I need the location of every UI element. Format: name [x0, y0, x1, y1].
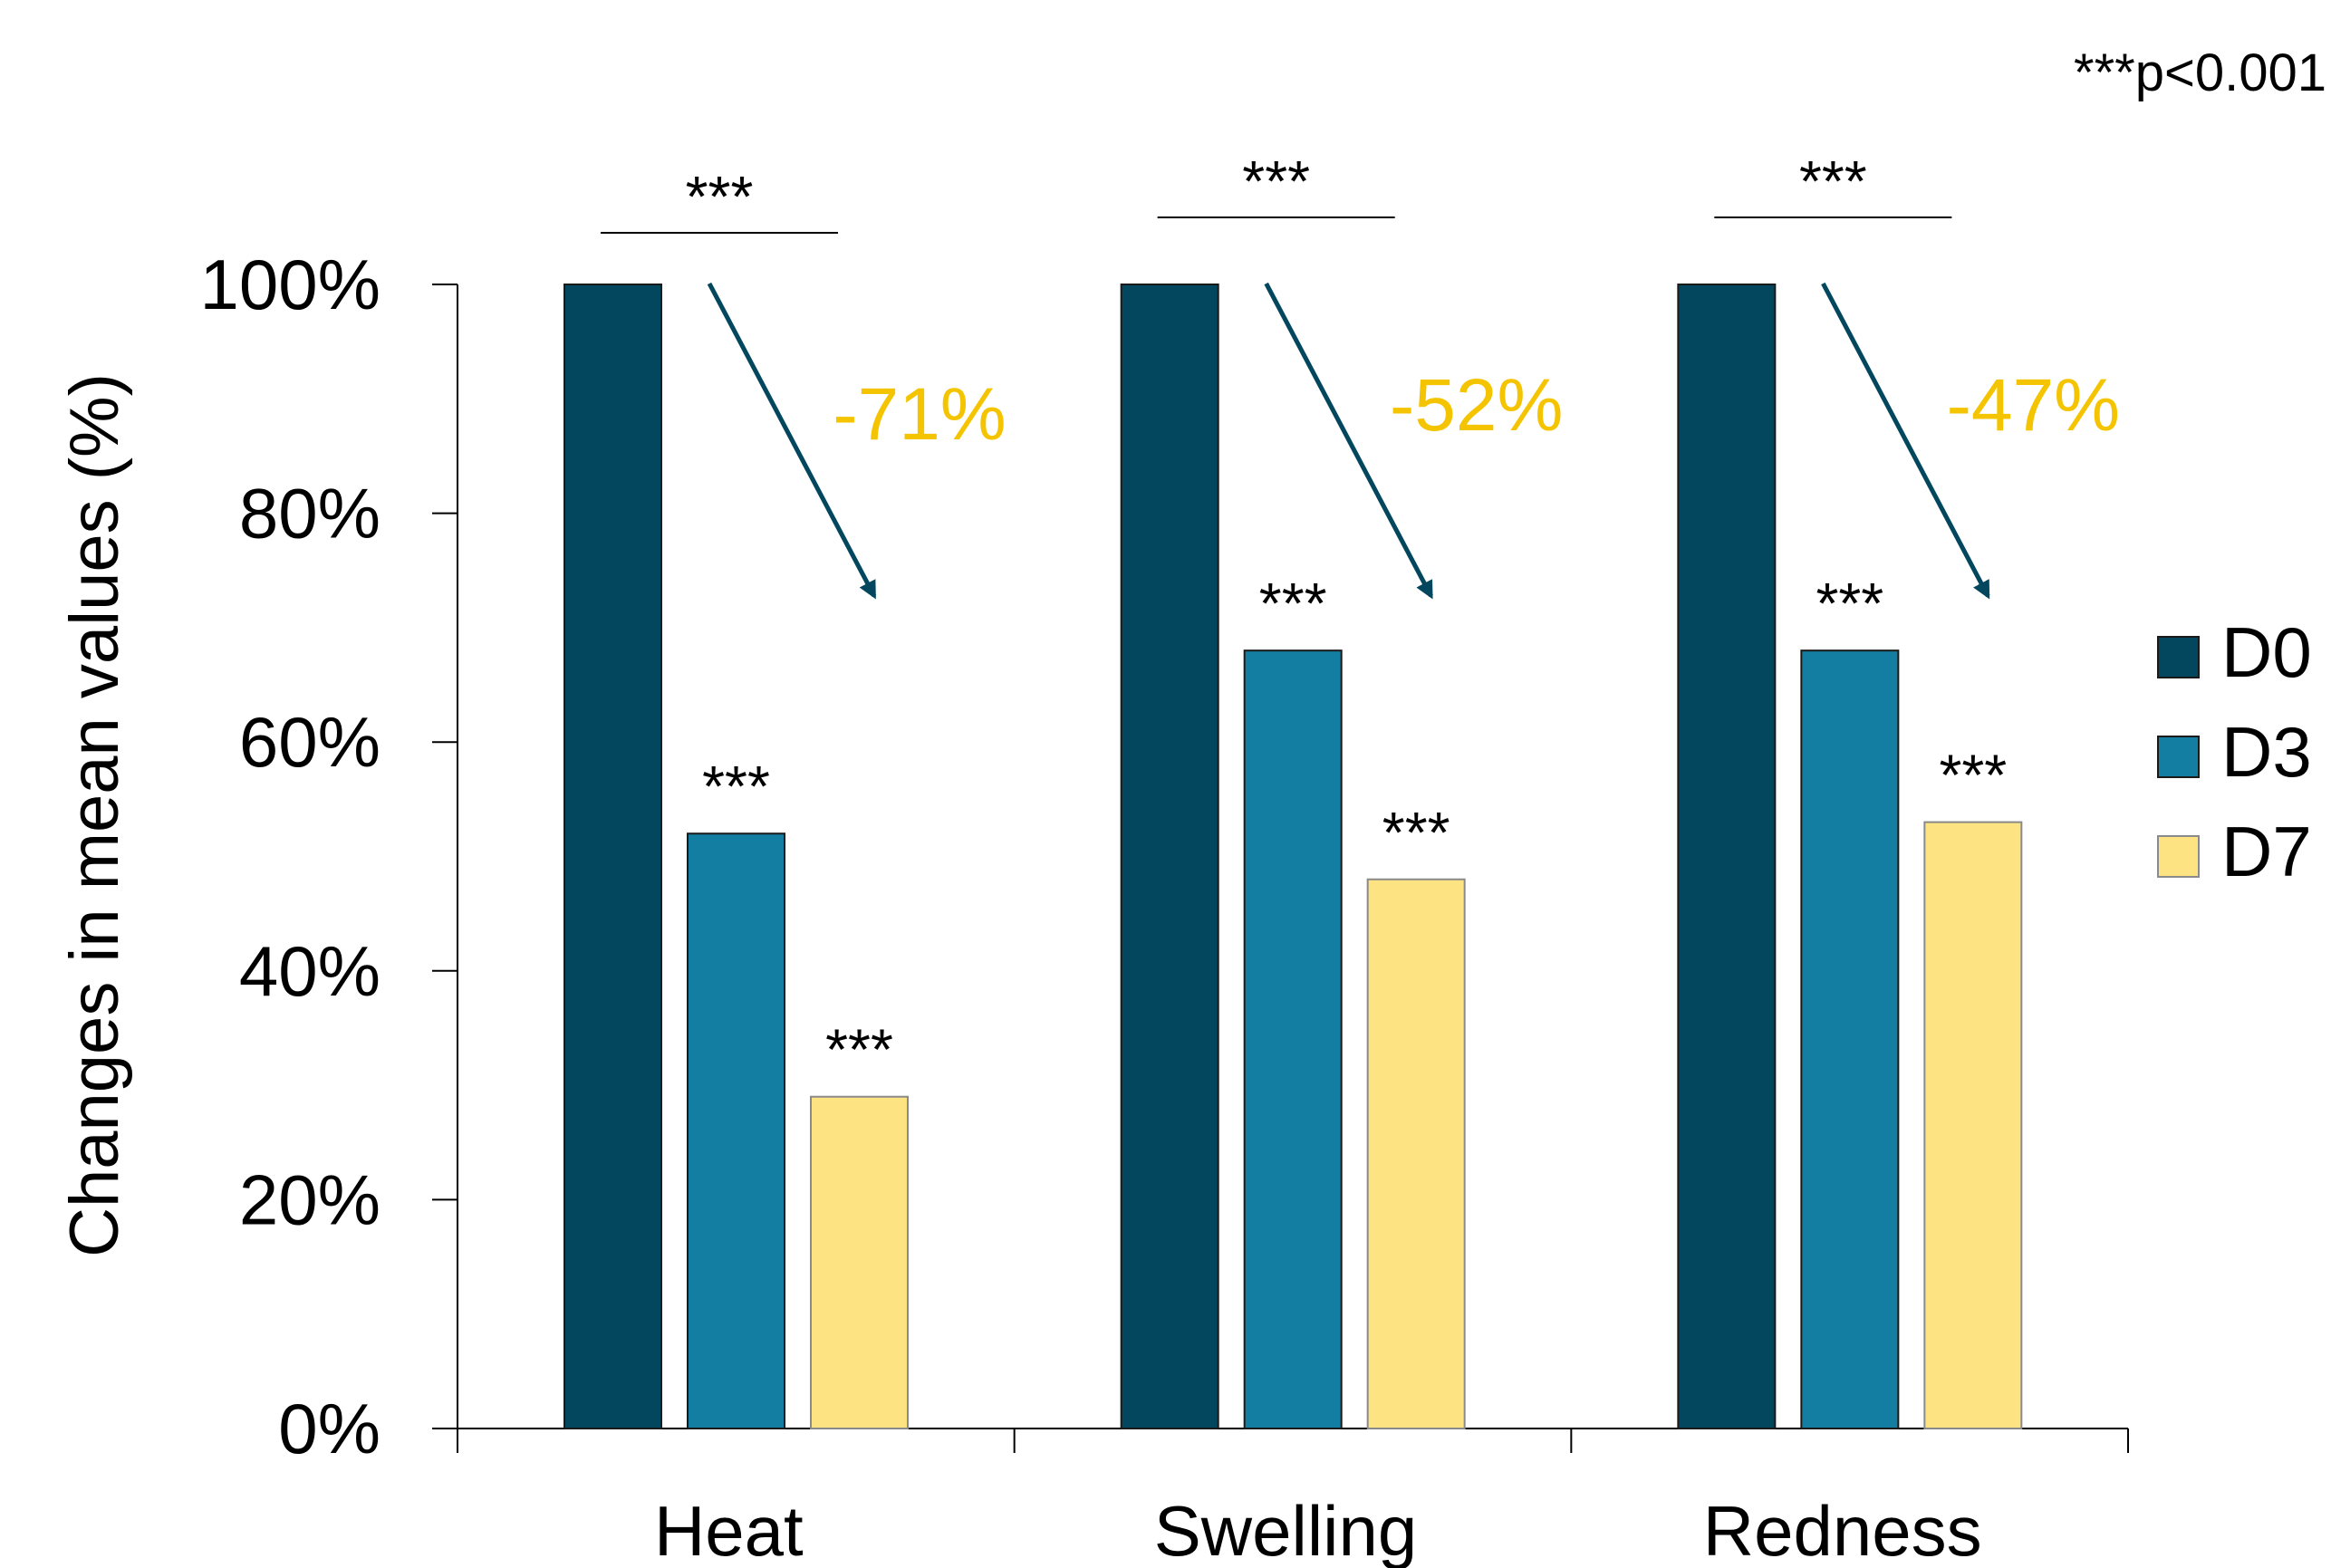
bar: [810, 1095, 909, 1429]
decrease-arrow: [1264, 282, 1433, 600]
legend-label: D3: [2221, 712, 2312, 792]
group-significance-label: ***: [1799, 149, 1867, 214]
y-tick-label: 20%: [239, 1159, 380, 1239]
x-tick-label: Swelling: [1154, 1491, 1417, 1568]
change-label: -71%: [833, 373, 1006, 456]
bar: [1923, 821, 2023, 1429]
bar: [1677, 284, 1777, 1429]
y-tick-label: 40%: [239, 931, 380, 1011]
y-tick-label: 0%: [278, 1389, 380, 1468]
y-axis-label: Changes in mean values (%): [56, 373, 133, 1257]
legend-label: D7: [2221, 812, 2312, 891]
bar-significance-label: ***: [1939, 743, 2007, 808]
y-tick-label: 60%: [239, 702, 380, 782]
bar: [1366, 878, 1466, 1429]
bar: [1120, 284, 1219, 1429]
bar-significance-label: ***: [1259, 571, 1327, 636]
change-label: -47%: [1947, 364, 2120, 447]
bar-significance-label: ***: [825, 1017, 893, 1082]
legend-swatch: [2157, 835, 2200, 878]
bar: [1800, 649, 1900, 1429]
plot-area: 0% 20% 40% 60% 80% 100% Heat *** *** *** -71% Swell…: [200, 149, 2130, 1568]
x-tick-label: Redness: [1703, 1491, 1982, 1568]
decrease-arrow: [707, 282, 877, 600]
y-tick-label: 80%: [239, 474, 380, 553]
bar: [563, 284, 662, 1429]
legend: D0 D3 D7: [2157, 612, 2312, 891]
legend-swatch: [2157, 736, 2200, 778]
significance-note: ***p<0.001: [2074, 43, 2326, 102]
bar-significance-label: ***: [1816, 571, 1883, 636]
decrease-arrow: [1821, 282, 1990, 600]
bar-significance-label: ***: [1382, 800, 1450, 865]
bar: [687, 832, 785, 1429]
change-label: -52%: [1390, 364, 1563, 447]
group-significance-label: ***: [1242, 149, 1310, 214]
bar: [1243, 649, 1343, 1429]
bar-significance-label: ***: [702, 754, 770, 819]
x-tick-label: Heat: [654, 1491, 804, 1568]
legend-swatch: [2157, 636, 2200, 678]
y-tick-label: 100%: [200, 245, 381, 324]
legend-label: D0: [2221, 612, 2312, 692]
group-significance-label: ***: [686, 164, 754, 229]
